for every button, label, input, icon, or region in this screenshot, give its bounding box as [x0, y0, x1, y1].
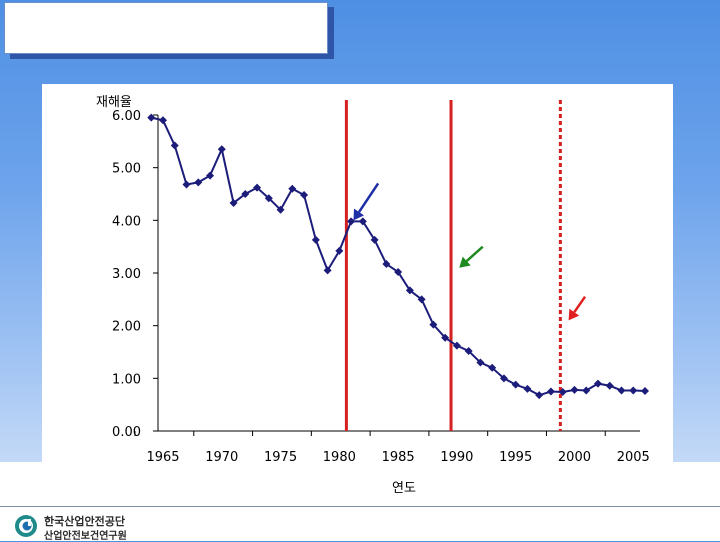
data-point: [593, 379, 602, 388]
annotation-arrows: [353, 182, 587, 321]
series: [147, 113, 649, 400]
x-axis-title: 연도: [392, 481, 416, 496]
data-point: [429, 320, 438, 329]
x-tick-label: 1990: [440, 450, 473, 465]
org-name: 한국산업안전공단: [44, 515, 125, 528]
data-point: [182, 180, 191, 189]
org-subname: 산업안전보건연구원: [44, 531, 127, 542]
data-point: [206, 171, 215, 180]
data-point: [170, 141, 179, 150]
data-point: [452, 341, 461, 350]
data-point: [147, 113, 156, 122]
series-line: [151, 116, 646, 397]
data-point: [323, 266, 332, 275]
data-point: [523, 384, 532, 393]
y-tick-label: 1.00: [112, 372, 141, 387]
x-tick-label: 1995: [499, 450, 532, 465]
data-point: [382, 260, 391, 269]
data-point: [570, 385, 579, 394]
data-point: [241, 190, 250, 198]
data-point: [582, 386, 591, 395]
data-point: [464, 346, 473, 355]
data-point: [370, 235, 379, 244]
bottom-band: [0, 462, 720, 506]
slide-title-box: [4, 2, 328, 54]
footer: 한국산업안전공단 산업안전보건연구원: [0, 506, 720, 542]
data-point: [229, 198, 238, 207]
data-point: [264, 194, 273, 203]
y-tick-label: 0.00: [112, 425, 141, 440]
data-point: [417, 295, 426, 304]
y-tick-label: 6.00: [112, 109, 141, 124]
data-point: [405, 286, 414, 295]
reference-lines: [344, 100, 562, 431]
annotation-arrow: [568, 295, 587, 321]
data-point: [253, 183, 262, 192]
x-tick-label: 1970: [205, 450, 238, 465]
x-tick-label: 2005: [617, 450, 650, 465]
x-tick-label: 2000: [558, 450, 591, 465]
x-tick-label: 1985: [382, 450, 415, 465]
data-point: [511, 380, 520, 389]
y-axis-title: 재해율: [96, 95, 132, 110]
data-point: [629, 386, 638, 395]
data-point: [300, 191, 309, 200]
data-point: [558, 388, 567, 397]
y-tick-label: 3.00: [112, 267, 141, 282]
data-point: [288, 184, 297, 193]
data-point: [476, 358, 485, 367]
data-point: [441, 333, 450, 342]
data-point: [617, 386, 626, 395]
data-point: [194, 178, 203, 187]
annotation-arrow: [353, 182, 380, 221]
data-point: [335, 246, 344, 255]
data-point: [394, 267, 403, 276]
y-tick-label: 5.00: [112, 162, 141, 177]
agency-logo-icon: [15, 515, 37, 537]
data-point: [358, 217, 367, 226]
y-tick-label: 2.00: [112, 320, 141, 335]
y-tick-label: 4.00: [112, 214, 141, 229]
chart-panel: [42, 84, 673, 502]
data-point: [546, 387, 555, 396]
data-point: [641, 386, 649, 395]
data-point: [347, 217, 356, 226]
data-point: [488, 363, 497, 372]
x-tick-label: 1965: [146, 450, 179, 465]
data-point: [159, 116, 167, 125]
x-tick-label: 1980: [323, 450, 356, 465]
annotation-arrow: [459, 245, 484, 268]
data-point: [311, 235, 320, 244]
data-point: [217, 145, 226, 154]
x-tick-label: 1975: [264, 450, 297, 465]
axes: 0.00 1.00 2.00 3.00 4.00 5.00 6.00 1965 1970 1975…: [112, 109, 650, 465]
data-point: [605, 381, 614, 390]
data-point: [535, 391, 544, 400]
data-point: [276, 205, 285, 214]
data-point: [499, 374, 508, 383]
